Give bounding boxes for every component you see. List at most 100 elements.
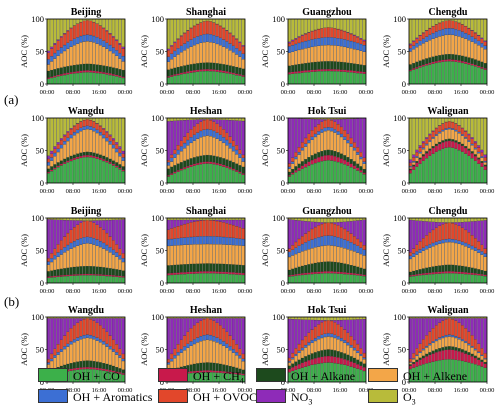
x-tick-label: 08:00 — [307, 188, 322, 195]
bar-segment-oh_alkane — [307, 264, 311, 273]
bar-segment-oh_aromatics — [215, 337, 219, 343]
bar-segment-oh_ovocs — [111, 339, 115, 350]
bar-segment-no3 — [231, 219, 235, 226]
legend-item-oh_alkane: OH + Alkane — [256, 368, 355, 384]
bar-segment-oh_ovocs — [72, 325, 76, 340]
bar-segment-oh_alkene — [441, 337, 445, 348]
bar-segment-oh_alkane — [412, 361, 416, 364]
bar-segment-oh_alkene — [205, 41, 209, 63]
bar-segment-oh_co — [46, 78, 50, 85]
bar-segment-oh_alkane — [186, 264, 190, 273]
bar-segment-oh_co — [238, 173, 242, 184]
bar-segment-oh_co — [454, 61, 458, 85]
bar-segment-oh_aromatics — [438, 131, 442, 134]
bar-segment-oh_co — [307, 165, 311, 184]
bar-segment-oh_ch4 — [300, 70, 304, 73]
bar-segment-oh_aromatics — [235, 48, 239, 55]
bar-segment-oh_alkane — [431, 266, 435, 273]
bar-segment-oh_alkene — [183, 148, 187, 161]
bar-segment-oh_alkene — [415, 254, 419, 271]
bar-segment-oh_alkene — [63, 50, 67, 67]
bar-segment-oh_ch4 — [66, 274, 70, 277]
bar-segment-oh_ovocs — [82, 318, 86, 336]
bar-segment-oh_alkane — [408, 168, 412, 171]
bar-segment-no3 — [438, 318, 442, 323]
x-tick-label: 16:00 — [212, 288, 227, 295]
bar-segment-oh_ch4 — [228, 272, 232, 275]
x-tick-label: 00:00 — [281, 89, 296, 96]
bar-segment-o3 — [317, 316, 321, 321]
bar-segment-oh_aromatics — [307, 240, 311, 250]
bar-segment-oh_ovocs — [359, 348, 363, 355]
bar-segment-oh_co — [108, 74, 112, 85]
bar-segment-oh_ovocs — [59, 139, 63, 145]
bar-segment-oh_alkene — [483, 256, 487, 272]
bar-segment-oh_alkane — [183, 264, 187, 273]
bar-segment-oh_ovocs — [105, 132, 109, 138]
bar-segment-oh_alkene — [235, 245, 239, 265]
bar-segment-oh_ovocs — [53, 248, 57, 256]
bar-segment-oh_alkane — [59, 67, 63, 75]
bar-segment-oh_ch4 — [339, 358, 343, 365]
bar-segment-oh_alkene — [352, 349, 356, 359]
bar-segment-oh_ch4 — [222, 164, 226, 167]
bar-segment-oh_ovocs — [291, 352, 295, 358]
bar-segment-oh_ovocs — [179, 140, 183, 147]
x-tick-label: 08:00 — [428, 89, 443, 96]
bar-segment-o3 — [418, 217, 422, 222]
bar-segment-oh_co — [421, 160, 425, 184]
bar-segment-oh_ovocs — [102, 328, 106, 342]
bar-segment-oh_ch4 — [76, 274, 80, 276]
bar-segment-no3 — [102, 318, 106, 329]
y-axis-label: AOC (%) — [260, 234, 270, 267]
bar-segment-oh_co — [202, 71, 206, 85]
bar-segment-oh_ch4 — [441, 59, 445, 62]
bar-segment-oh_co — [356, 72, 360, 85]
legend-swatch — [158, 368, 188, 382]
bar-segment-oh_ovocs — [218, 325, 222, 340]
bar-segment-oh_co — [222, 166, 226, 184]
bar-segment-no3 — [304, 319, 308, 337]
bar-segment-oh_ch4 — [82, 273, 86, 276]
bar-segment-no3 — [92, 220, 96, 223]
bar-segment-oh_alkane — [225, 264, 229, 273]
bar-segment-no3 — [356, 319, 360, 345]
bar-segment-o3 — [428, 217, 432, 222]
bar-segment-oh_ch4 — [451, 349, 455, 360]
bar-segment-oh_ch4 — [349, 272, 353, 275]
bar-segment-no3 — [212, 318, 216, 321]
bar-segment-no3 — [346, 118, 350, 134]
bar-segment-oh_co — [85, 275, 89, 284]
bar-segment-oh_ovocs — [336, 29, 340, 39]
bar-segment-oh_alkane — [176, 66, 180, 74]
bar-segment-oh_ovocs — [447, 318, 451, 335]
bar-segment-oh_aromatics — [212, 236, 216, 245]
bar-segment-oh_aromatics — [300, 41, 304, 50]
bar-segment-oh_alkane — [231, 264, 235, 273]
bar-segment-oh_aromatics — [176, 238, 180, 246]
legend-item-oh_ch4: OH + CH4 — [158, 368, 244, 385]
bar-segment-oh_aromatics — [320, 334, 324, 339]
bar-segment-oh_alkene — [317, 246, 321, 263]
bar-segment-oh_alkene — [451, 242, 455, 266]
bar-segment-oh_aromatics — [50, 358, 54, 362]
legend-swatch — [38, 368, 68, 382]
bar-segment-oh_ovocs — [480, 244, 484, 252]
bar-segment-o3 — [79, 117, 83, 122]
bar-segment-oh_alkane — [451, 346, 455, 350]
x-tick-label: 08:00 — [307, 89, 322, 96]
bar-segment-oh_alkane — [352, 161, 356, 166]
bar-segment-oh_ch4 — [287, 275, 291, 277]
bar-segment-oh_co — [294, 172, 298, 184]
bar-segment-oh_alkane — [89, 360, 93, 368]
bar-segment-oh_ovocs — [307, 231, 311, 242]
bar-segment-oh_alkane — [477, 269, 481, 274]
bar-segment-oh_co — [330, 273, 334, 284]
bar-segment-o3 — [444, 217, 448, 223]
bar-segment-no3 — [235, 120, 239, 146]
bar-segment-oh_ch4 — [53, 167, 57, 170]
bar-segment-oh_alkene — [85, 40, 89, 64]
bar-segment-oh_aromatics — [483, 253, 487, 257]
bar-segment-oh_ch4 — [196, 162, 200, 166]
